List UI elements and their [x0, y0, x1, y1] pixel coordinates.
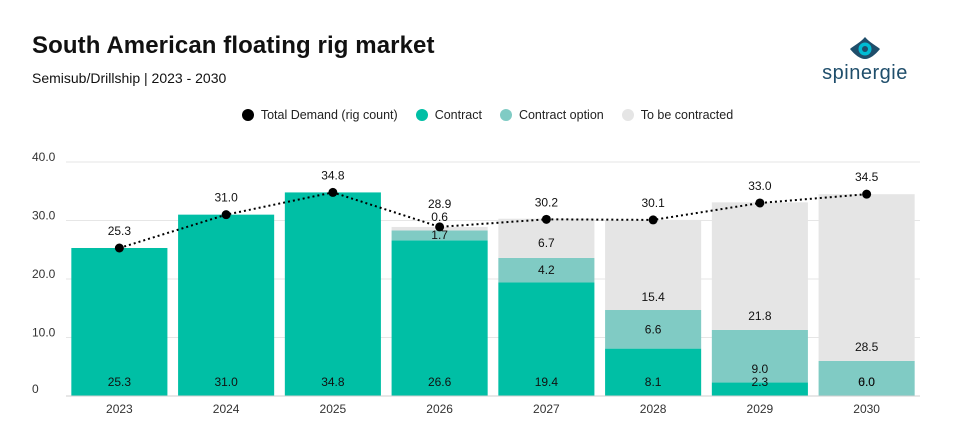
- demand-label: 30.2: [535, 195, 559, 209]
- y-tick-label: 40.0: [32, 150, 56, 164]
- demand-label: 28.9: [428, 197, 452, 211]
- y-tick-label: 30.0: [32, 209, 56, 223]
- bar-contract: [711, 382, 808, 396]
- bar-contract: [391, 240, 488, 396]
- data-label-to-be-contracted: 28.5: [855, 340, 879, 354]
- bar-contract: [71, 247, 168, 396]
- x-tick-label: 2027: [533, 402, 560, 416]
- demand-label: 33.0: [748, 179, 772, 193]
- data-label-contract-option: 6.0: [858, 375, 875, 389]
- bar-to-be-contracted: [711, 202, 808, 330]
- data-label-contract: 34.8: [321, 375, 345, 389]
- x-tick-label: 2028: [640, 402, 667, 416]
- data-label-contract: 26.6: [428, 375, 452, 389]
- x-tick-label: 2029: [747, 402, 774, 416]
- demand-line: [119, 191, 867, 249]
- bar-to-be-contracted: [818, 194, 915, 361]
- y-tick-label: 20.0: [32, 267, 56, 281]
- bar-contract-option: [818, 360, 915, 396]
- legend-item-contract: Contract: [415, 108, 482, 122]
- demand-point: [435, 222, 445, 232]
- data-label-contract-option: 1.7: [431, 228, 448, 242]
- data-label-contract-option: 6.6: [645, 322, 662, 336]
- legend-swatch-demand: [241, 109, 254, 121]
- data-label-contract: 2.3: [752, 375, 769, 389]
- legend-item-contract-option: Contract option: [499, 108, 604, 122]
- demand-label: 30.1: [641, 196, 665, 210]
- legend-swatch-contract-option: [499, 109, 512, 121]
- demand-point: [862, 189, 872, 199]
- eye-drop-icon: [850, 37, 880, 59]
- bar-contract-option: [498, 257, 595, 283]
- demand-label: 25.3: [108, 224, 132, 238]
- bar-contract: [178, 214, 275, 396]
- legend-item-demand: Total Demand (rig count): [241, 108, 398, 122]
- bar-to-be-contracted: [498, 218, 595, 258]
- data-label-contract-option: 4.2: [538, 263, 555, 277]
- legend-label-contract: Contract: [434, 108, 482, 122]
- data-label-to-be-contracted: 21.8: [748, 309, 772, 323]
- bar-to-be-contracted: [605, 219, 702, 311]
- data-label-contract-option: 9.0: [752, 362, 769, 376]
- chart-legend: Total Demand (rig count) Contract Contra…: [0, 108, 975, 122]
- demand-point: [755, 198, 765, 208]
- demand-label: 34.5: [855, 170, 879, 184]
- data-label-contract: 0.0: [858, 375, 875, 389]
- bar-contract: [605, 348, 702, 396]
- legend-item-to-be-contracted: To be contracted: [621, 108, 734, 122]
- data-label-contract: 31.0: [214, 375, 238, 389]
- x-tick-label: 2026: [426, 402, 453, 416]
- data-label-contract: 19.4: [535, 375, 559, 389]
- legend-swatch-to-be-contracted: [621, 109, 634, 121]
- chart-subtitle: Semisub/Drillship | 2023 - 2030: [32, 70, 227, 86]
- legend-label-to-be-contracted: To be contracted: [640, 108, 734, 122]
- demand-point: [114, 243, 124, 253]
- spinergie-logo: spinergie: [810, 36, 920, 86]
- demand-point: [648, 215, 658, 225]
- data-label-contract: 8.1: [645, 375, 662, 389]
- demand-point: [541, 214, 551, 224]
- x-tick-label: 2030: [853, 402, 880, 416]
- bar-contract-option: [391, 230, 488, 241]
- bar-contract: [498, 282, 595, 396]
- legend-swatch-contract: [415, 109, 428, 121]
- legend-label-contract-option: Contract option: [518, 108, 604, 122]
- demand-label: 31.0: [214, 191, 238, 205]
- chart-title: South American floating rig market: [32, 32, 435, 59]
- bar-contract-option: [605, 310, 702, 349]
- x-tick-label: 2023: [106, 402, 133, 416]
- data-label-to-be-contracted: 0.6: [431, 210, 448, 224]
- y-tick-label: 0: [32, 382, 39, 396]
- data-label-to-be-contracted: 15.4: [641, 290, 665, 304]
- x-tick-label: 2025: [320, 402, 347, 416]
- bar-contract-option: [711, 329, 808, 383]
- bar-contract: [284, 192, 381, 396]
- x-tick-label: 2024: [213, 402, 240, 416]
- data-label-contract: 25.3: [108, 375, 132, 389]
- logo-text: spinergie: [822, 62, 908, 84]
- y-tick-label: 10.0: [32, 326, 56, 340]
- demand-label: 34.8: [321, 168, 345, 182]
- data-label-to-be-contracted: 6.7: [538, 236, 555, 250]
- demand-point: [221, 210, 231, 220]
- legend-label-demand: Total Demand (rig count): [260, 108, 398, 122]
- demand-point: [328, 187, 338, 197]
